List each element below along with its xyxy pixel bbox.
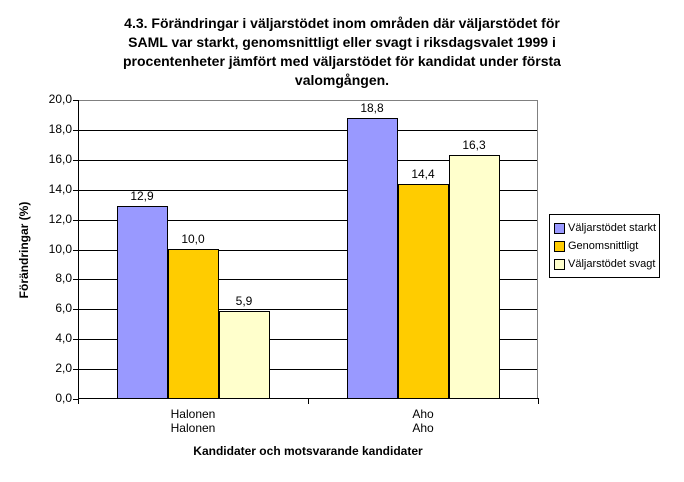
plot-area: 12,9 10,0 5,9 18,8 14,4 16,3: [78, 100, 538, 399]
chart-title: 4.3. Förändringar i väljarstödet inom om…: [0, 14, 684, 90]
x-axis-tick-mark: [78, 399, 79, 404]
bar-väljarstödet-svagt: [449, 155, 500, 399]
chart-title-line: SAML var starkt, genomsnittligt eller sv…: [128, 34, 556, 50]
legend-item: Väljarstödet starkt: [554, 219, 656, 237]
chart-title-line: valomgången.: [294, 72, 390, 88]
legend-label: Genomsnittligt: [568, 239, 639, 252]
y-axis-tick-label: 16,0: [48, 152, 72, 166]
legend-item: Genomsnittligt: [554, 237, 656, 255]
bar-genomsnittligt: [168, 249, 219, 399]
y-axis-tick-mark: [73, 100, 78, 101]
y-axis-tick-label: 10,0: [48, 242, 72, 256]
gridline: [78, 160, 538, 161]
bar-value-label: 12,9: [130, 189, 154, 203]
bar-value-label: 18,8: [360, 101, 384, 115]
bar-genomsnittligt: [398, 184, 449, 399]
y-axis-tick-mark: [73, 130, 78, 131]
y-axis-tick-label: 4,0: [55, 331, 72, 345]
chart-title-line: procentenheter jämfört med väljarstödet …: [123, 53, 561, 69]
y-axis-tick-label: 2,0: [55, 361, 72, 375]
y-axis-tick-label: 0,0: [55, 391, 72, 405]
bar-väljarstödet-svagt: [219, 311, 270, 399]
y-axis-tick-mark: [73, 369, 78, 370]
chart-title-line: 4.3. Förändringar i väljarstödet inom om…: [124, 15, 560, 31]
gridline: [78, 220, 538, 221]
gridline: [78, 279, 538, 280]
y-axis-tick-mark: [73, 250, 78, 251]
y-axis-tick-mark: [73, 220, 78, 221]
y-axis-tick-label: 12,0: [48, 212, 72, 226]
y-axis-tick-label: 14,0: [48, 182, 72, 196]
gridline: [78, 369, 538, 370]
y-axis-line: [78, 100, 79, 400]
x-axis-category-label: Aho Aho: [412, 407, 434, 435]
bar-value-label: 14,4: [411, 167, 435, 181]
legend: Väljarstödet starkt Genomsnittligt Väljars…: [549, 214, 661, 278]
gridline: [78, 130, 538, 131]
bar-value-label: 5,9: [235, 294, 253, 308]
y-axis-tick-mark: [73, 279, 78, 280]
legend-swatch-icon: [554, 240, 565, 252]
legend-swatch-icon: [554, 258, 565, 270]
bar-value-label: 10,0: [181, 232, 205, 246]
bar-value-label: 16,3: [462, 138, 486, 152]
y-axis-tick-label: 8,0: [55, 271, 72, 285]
y-axis-tick-label: 6,0: [55, 301, 72, 315]
gridline: [78, 309, 538, 310]
y-axis-tick-mark: [73, 160, 78, 161]
x-axis-category-label: Halonen Halonen: [170, 407, 216, 435]
legend-label: Väljarstödet starkt: [568, 221, 657, 234]
y-axis-tick-mark: [73, 399, 78, 400]
legend-item: Väljarstödet svagt: [554, 255, 656, 273]
legend-label: Väljarstödet svagt: [568, 257, 656, 270]
y-axis-tick-label: 18,0: [48, 122, 72, 136]
bar-väljarstödet-starkt: [347, 118, 398, 399]
bar-väljarstödet-starkt: [117, 206, 168, 399]
x-axis-tick-mark: [538, 399, 539, 404]
legend-swatch-icon: [554, 222, 565, 234]
y-axis-tick-mark: [73, 309, 78, 310]
y-axis-tick-mark: [73, 339, 78, 340]
gridline: [78, 250, 538, 251]
gridline: [78, 190, 538, 191]
x-axis-tick-mark: [308, 399, 309, 404]
y-axis-tick-label: 20,0: [48, 92, 72, 106]
gridline: [78, 339, 538, 340]
y-axis-tick-mark: [73, 190, 78, 191]
x-axis-title: Kandidater och motsvarande kandidater: [193, 444, 423, 458]
